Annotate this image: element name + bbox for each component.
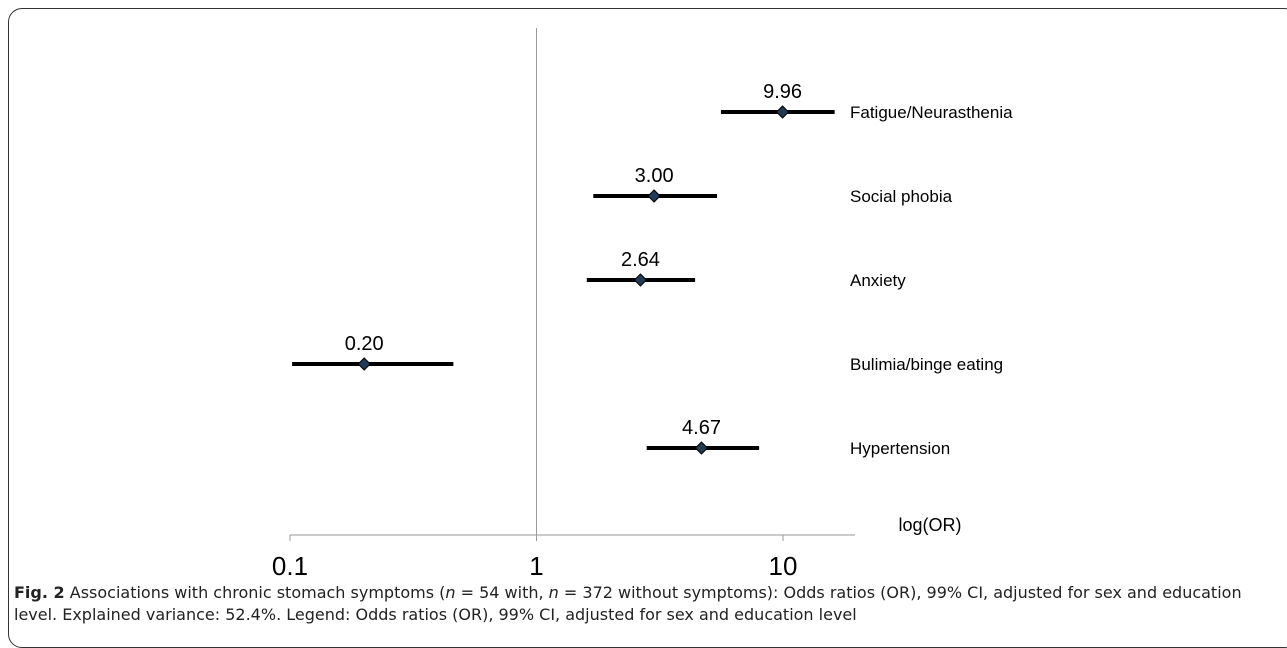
- caption-text-1: Associations with chronic stomach sympto…: [64, 583, 446, 602]
- or-marker: [775, 105, 790, 119]
- figure-caption: Fig. 2 Associations with chronic stomach…: [14, 582, 1274, 626]
- value-label: 2.64: [621, 249, 660, 271]
- x-tick-label: 1: [529, 551, 543, 580]
- forest-plot: 0.1 1 10 log(OR) 9.96 Fatigue/Neurasthenia 3.0…: [272, 28, 1013, 580]
- caption-label: Fig. 2: [14, 583, 65, 602]
- or-marker: [633, 273, 648, 287]
- value-label: 4.67: [682, 417, 721, 439]
- category-label: Anxiety: [850, 271, 906, 290]
- value-label: 3.00: [635, 165, 674, 187]
- value-label: 0.20: [345, 333, 384, 355]
- or-marker: [694, 441, 709, 455]
- x-tick-label: 0.1: [272, 551, 308, 580]
- or-marker: [647, 189, 661, 203]
- x-tick-label: 10: [769, 551, 798, 580]
- value-label: 9.96: [763, 81, 802, 103]
- category-label: Fatigue/Neurasthenia: [850, 103, 1013, 122]
- caption-n-2: n: [548, 583, 559, 602]
- category-label: Bulimia/binge eating: [850, 355, 1003, 374]
- x-axis-label: log(OR): [898, 515, 961, 535]
- caption-text-2: = 54 with,: [455, 583, 549, 602]
- caption-n-1: n: [445, 583, 456, 602]
- category-label: Social phobia: [850, 187, 953, 206]
- or-marker: [357, 357, 371, 371]
- category-label: Hypertension: [850, 439, 950, 458]
- caption-text-3: = 372 without symptoms): Odds ratios (OR…: [14, 583, 1242, 624]
